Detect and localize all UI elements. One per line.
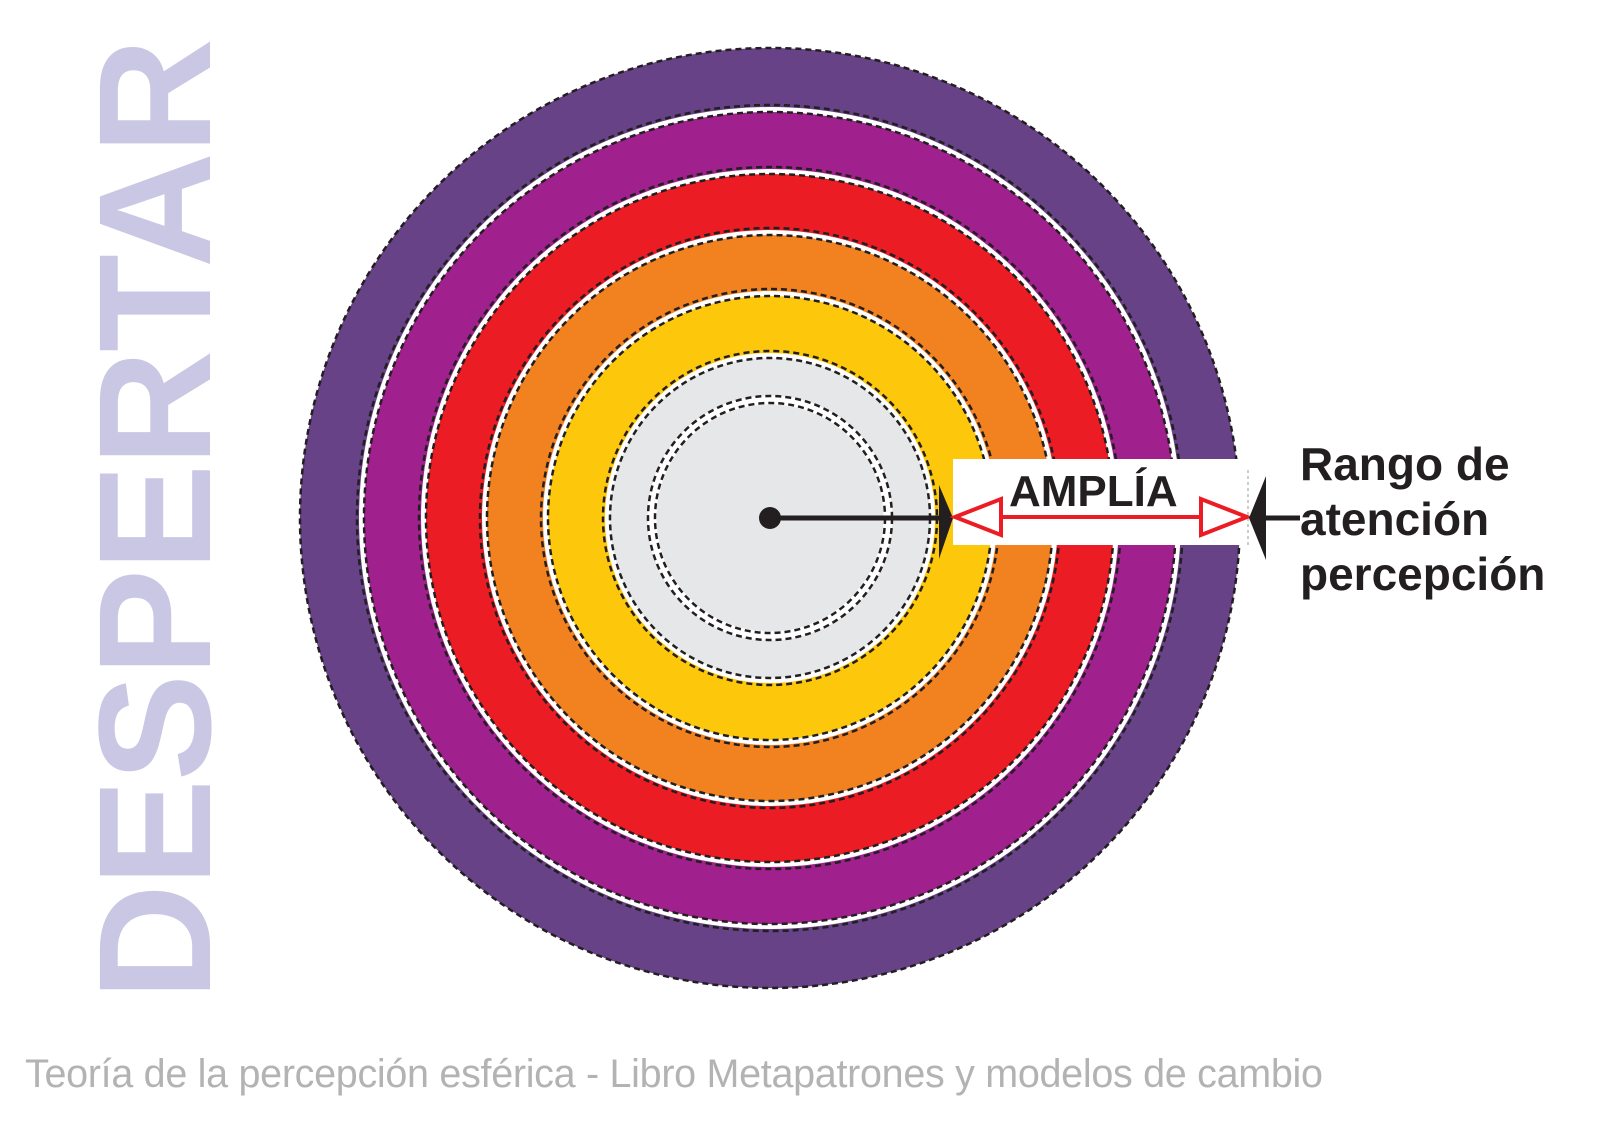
side-title: DESPERTAR: [65, 40, 244, 1001]
double-arrow-icon: [949, 496, 1253, 538]
right-pointer-icon: [1249, 476, 1266, 560]
amplia-label: AMPLÍA: [1009, 467, 1178, 516]
caption: Teoría de la percepción esférica - Libro…: [25, 1052, 1323, 1096]
range-label: Rango de atención percepción: [1300, 437, 1545, 602]
range-label-line-2: atención: [1300, 493, 1490, 545]
range-label-line-1: Rango de: [1300, 438, 1510, 490]
range-label-line-3: percepción: [1300, 548, 1546, 600]
left-pointer-icon: [939, 485, 953, 559]
